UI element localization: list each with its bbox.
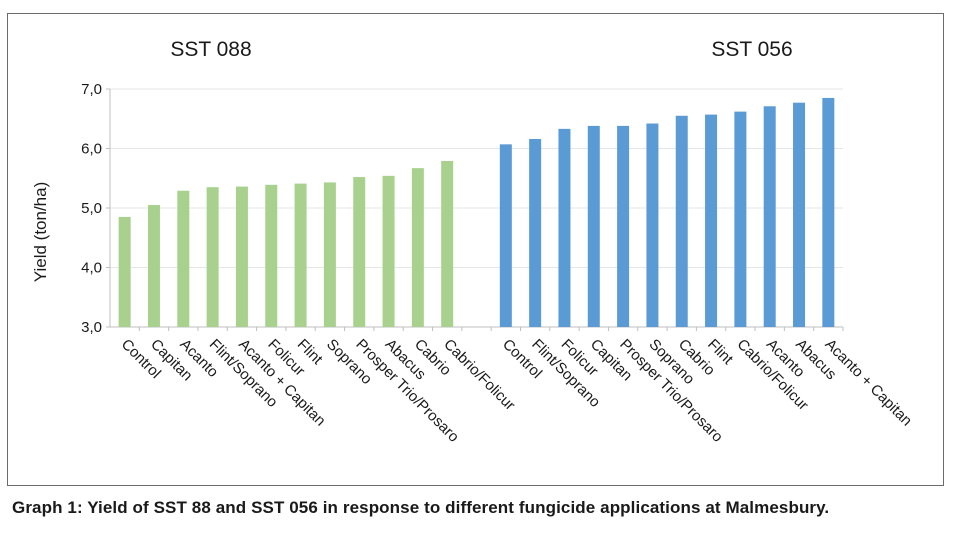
bar-chart: 3,0 4,0 5,0 6,0 7,0 ControlCapitanAcantoFlin… — [31, 38, 915, 446]
bar-sst056 — [558, 128, 571, 327]
bar-sst088 — [206, 187, 219, 327]
bar-sst056 — [705, 114, 718, 328]
bar-sst056 — [587, 125, 600, 327]
group-title-sst056: SST 056 — [711, 38, 792, 61]
y-tick-label: 6,0 — [81, 141, 102, 158]
grid-lines — [110, 88, 843, 268]
axes: 3,0 4,0 5,0 6,0 7,0 — [81, 81, 844, 336]
bar-sst056 — [822, 97, 835, 327]
bar-sst056 — [763, 106, 776, 327]
x-tick-label: Acanto + Capitan — [822, 336, 916, 430]
bar-sst088 — [294, 183, 307, 327]
bar-sst056 — [646, 123, 659, 327]
bar-sst088 — [323, 182, 336, 327]
bar-sst088 — [235, 186, 248, 327]
bar-sst056 — [734, 111, 747, 327]
y-tick-label: 7,0 — [81, 81, 102, 98]
figure-caption: Graph 1: Yield of SST 88 and SST 056 in … — [12, 498, 830, 517]
bar-sst056 — [793, 102, 806, 327]
bar-sst088 — [382, 175, 395, 327]
bar-sst088 — [147, 205, 160, 327]
bar-sst088 — [265, 184, 278, 327]
bar-sst088 — [353, 177, 366, 327]
bar-sst056 — [499, 144, 512, 327]
group-title-sst088: SST 088 — [170, 38, 251, 61]
category-labels: ControlCapitanAcantoFlint/SopranoAcanto … — [118, 336, 915, 446]
bar-sst088 — [177, 190, 190, 327]
y-tick-label: 4,0 — [81, 260, 102, 277]
bars — [118, 97, 835, 328]
y-tick-label: 5,0 — [81, 200, 102, 217]
bar-sst088 — [411, 168, 424, 327]
y-axis-label: Yield (ton/ha) — [31, 182, 50, 282]
bar-sst056 — [675, 115, 688, 328]
bar-sst056 — [529, 138, 542, 327]
chart-frame: 3,0 4,0 5,0 6,0 7,0 Control Capitan Acanto Flin… — [7, 13, 944, 486]
bar-sst056 — [617, 125, 630, 327]
bar-sst088 — [441, 160, 454, 327]
y-tick-label: 3,0 — [81, 319, 102, 336]
bar-sst088 — [118, 216, 131, 327]
